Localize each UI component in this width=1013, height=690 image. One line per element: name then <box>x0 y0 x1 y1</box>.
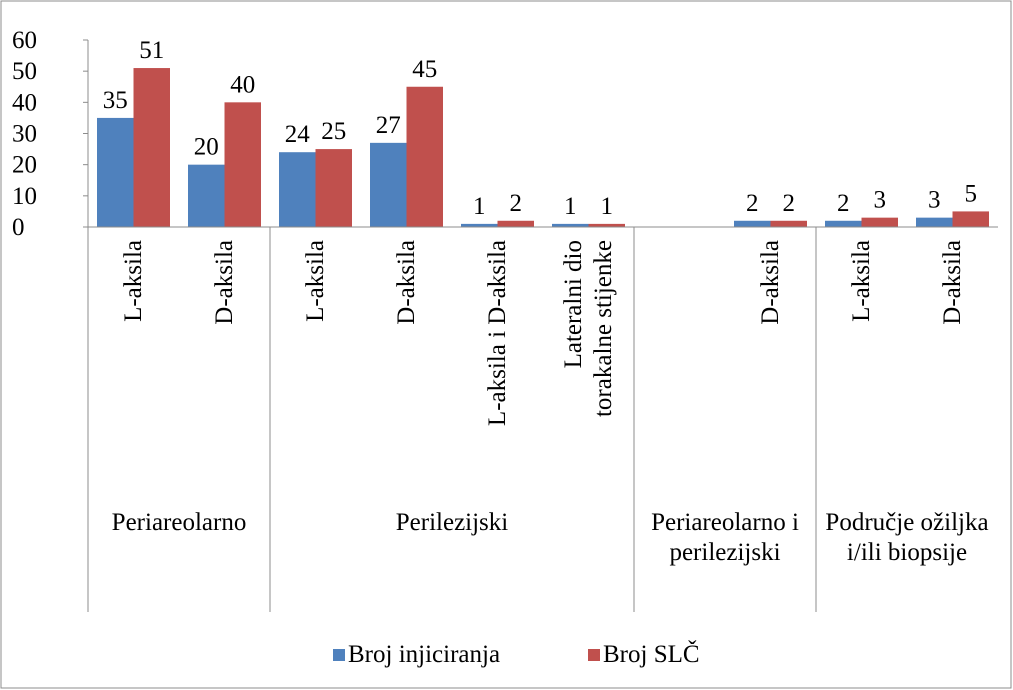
category-label: L-aksila <box>301 240 329 322</box>
bar <box>952 211 989 227</box>
bar <box>916 217 953 227</box>
legend-swatch <box>333 649 345 661</box>
category-label: L-aksila <box>847 240 875 322</box>
y-tick-label: 10 <box>12 183 37 210</box>
y-tick-label: 0 <box>12 214 25 241</box>
y-tick-label: 20 <box>12 152 37 179</box>
bar <box>825 220 862 227</box>
bar <box>97 117 134 227</box>
data-label: 25 <box>321 118 346 145</box>
legend-label: Broj injiciranja <box>348 641 501 668</box>
y-tick-label: 40 <box>12 89 37 116</box>
data-label: 45 <box>412 56 437 83</box>
bar <box>552 223 589 227</box>
data-label: 35 <box>103 87 128 114</box>
data-label: 1 <box>473 193 486 220</box>
bar <box>315 149 352 227</box>
data-label: 27 <box>376 112 401 139</box>
category-label: Lateralni dio torakalne stijenke <box>559 240 617 418</box>
category-label: D-aksila <box>938 240 966 325</box>
category-label: D-aksila <box>392 240 420 325</box>
data-label: 51 <box>139 37 164 64</box>
y-tick-label: 30 <box>12 121 37 148</box>
data-label: 2 <box>510 190 523 217</box>
data-label: 24 <box>285 121 311 148</box>
group-label: Periareolarno i perilezijski <box>651 509 799 566</box>
group-label: Perilezijski <box>395 509 509 536</box>
category-label: D-aksila <box>756 240 784 325</box>
bar <box>133 68 170 227</box>
bar <box>224 102 261 227</box>
bar <box>406 86 443 227</box>
bar <box>370 142 407 227</box>
category-label: D-aksila <box>210 240 238 325</box>
data-label: 1 <box>564 193 577 220</box>
bar <box>770 220 807 227</box>
legend-label: Broj SLČ <box>603 641 700 668</box>
data-label: 2 <box>783 190 796 217</box>
bar <box>734 220 771 227</box>
bar <box>279 152 316 227</box>
data-label: 2 <box>746 190 759 217</box>
group-label: Periareolarno <box>111 509 247 536</box>
bar <box>497 220 534 227</box>
bar <box>461 223 498 227</box>
data-label: 40 <box>230 71 255 98</box>
data-label: 3 <box>928 187 941 214</box>
legend-swatch <box>588 649 600 661</box>
data-label: 20 <box>194 134 219 161</box>
data-label: 1 <box>601 193 614 220</box>
bar <box>861 217 898 227</box>
y-tick-label: 50 <box>12 58 37 85</box>
group-label: Područje ožiljka i/ili biopsije <box>825 509 989 566</box>
data-label: 3 <box>874 187 887 214</box>
bar <box>588 223 625 227</box>
bar <box>188 164 225 227</box>
category-label: L-aksila <box>119 240 147 322</box>
data-label: 2 <box>837 190 850 217</box>
y-tick-label: 60 <box>12 27 37 54</box>
data-label: 5 <box>965 180 978 207</box>
category-label: L-aksila i D-aksila <box>483 240 511 427</box>
